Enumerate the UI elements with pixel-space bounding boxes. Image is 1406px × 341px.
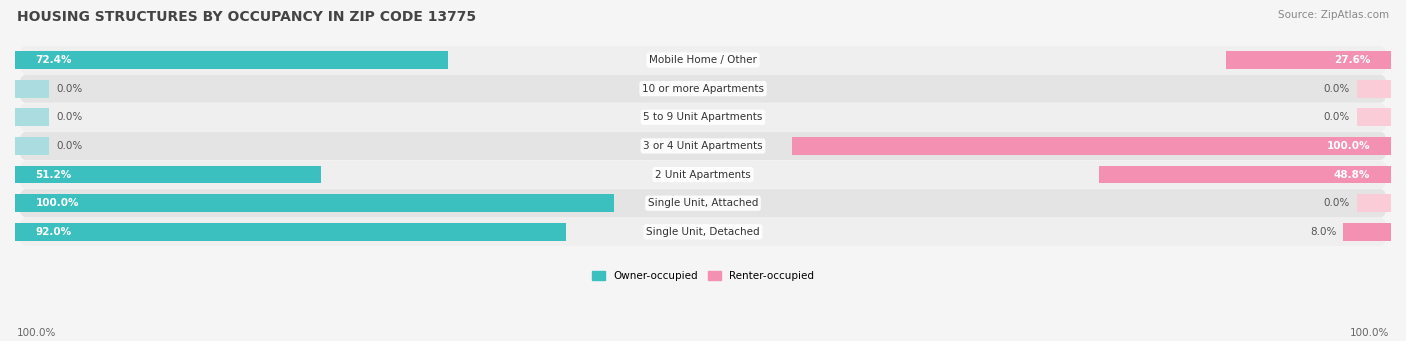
Bar (1357, 80, 1391, 98)
Text: 100.0%: 100.0% (1350, 328, 1389, 338)
Text: HOUSING STRUCTURES BY OCCUPANCY IN ZIP CODE 13775: HOUSING STRUCTURES BY OCCUPANCY IN ZIP C… (17, 10, 477, 24)
Text: 100.0%: 100.0% (35, 198, 79, 208)
Text: 51.2%: 51.2% (35, 169, 72, 180)
Bar (1357, 108, 1391, 126)
Bar (15, 166, 322, 183)
FancyBboxPatch shape (20, 75, 1386, 103)
Bar (15, 223, 565, 241)
Text: Source: ZipAtlas.com: Source: ZipAtlas.com (1278, 10, 1389, 20)
Text: 0.0%: 0.0% (56, 84, 83, 94)
Text: Single Unit, Detached: Single Unit, Detached (647, 227, 759, 237)
Bar (1226, 51, 1391, 69)
Text: 92.0%: 92.0% (35, 227, 72, 237)
FancyBboxPatch shape (20, 218, 1386, 246)
Bar (1099, 166, 1391, 183)
Bar (1357, 194, 1391, 212)
Text: 0.0%: 0.0% (56, 141, 83, 151)
Text: 3 or 4 Unit Apartments: 3 or 4 Unit Apartments (643, 141, 763, 151)
Text: Mobile Home / Other: Mobile Home / Other (650, 55, 756, 65)
Bar (15, 51, 449, 69)
Text: 5 to 9 Unit Apartments: 5 to 9 Unit Apartments (644, 112, 762, 122)
Text: 48.8%: 48.8% (1334, 169, 1371, 180)
FancyBboxPatch shape (20, 46, 1386, 74)
Bar (793, 137, 1391, 155)
Text: 100.0%: 100.0% (1327, 141, 1371, 151)
Text: 0.0%: 0.0% (1323, 198, 1350, 208)
Text: 0.0%: 0.0% (56, 112, 83, 122)
Text: 2 Unit Apartments: 2 Unit Apartments (655, 169, 751, 180)
Text: 8.0%: 8.0% (1310, 227, 1336, 237)
Text: 27.6%: 27.6% (1334, 55, 1371, 65)
FancyBboxPatch shape (20, 132, 1386, 160)
Bar (1343, 223, 1391, 241)
Legend: Owner-occupied, Renter-occupied: Owner-occupied, Renter-occupied (588, 267, 818, 285)
Bar (15, 108, 49, 126)
Text: 0.0%: 0.0% (1323, 112, 1350, 122)
Text: 10 or more Apartments: 10 or more Apartments (643, 84, 763, 94)
FancyBboxPatch shape (20, 103, 1386, 131)
Bar (15, 80, 49, 98)
Bar (15, 137, 49, 155)
Text: 100.0%: 100.0% (17, 328, 56, 338)
FancyBboxPatch shape (20, 189, 1386, 217)
Text: 0.0%: 0.0% (1323, 84, 1350, 94)
Bar (15, 194, 613, 212)
Text: Single Unit, Attached: Single Unit, Attached (648, 198, 758, 208)
Text: 72.4%: 72.4% (35, 55, 72, 65)
FancyBboxPatch shape (20, 161, 1386, 189)
